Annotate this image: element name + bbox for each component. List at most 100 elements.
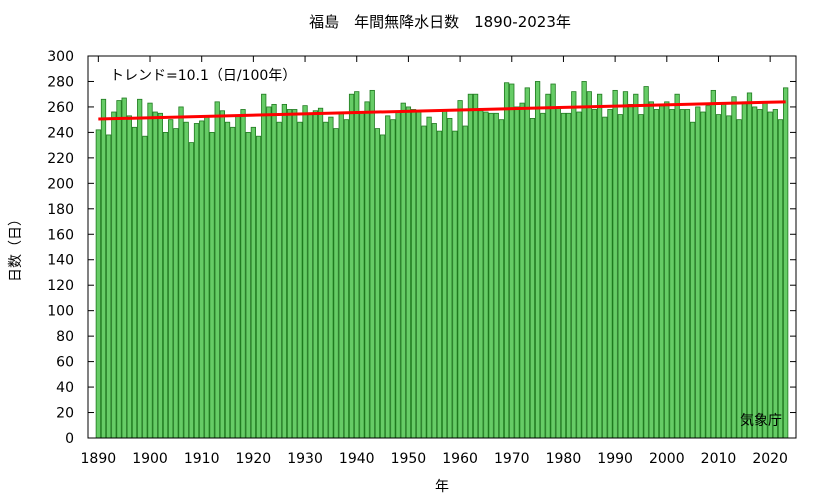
trend-line	[98, 100, 786, 121]
bar	[261, 93, 267, 439]
plot-frame	[87, 55, 797, 439]
bar	[286, 109, 293, 439]
bar	[410, 109, 417, 439]
y-tick-label: 160	[47, 227, 74, 243]
bar	[369, 89, 375, 439]
y-tick-label: 0	[65, 431, 74, 447]
bar	[178, 106, 184, 439]
bar	[715, 114, 722, 439]
bar	[302, 105, 308, 439]
bar	[752, 106, 758, 439]
bar	[214, 101, 220, 439]
bar	[586, 91, 592, 439]
bar	[596, 93, 603, 439]
bar	[478, 110, 484, 439]
bar	[736, 119, 742, 439]
bar	[276, 121, 282, 439]
y-tick-group: 0 20 40 60 80 100 120 140 160 180 200 220 240 260 280 3…	[47, 49, 796, 447]
x-tick-label: 2000	[649, 451, 685, 467]
bar	[591, 109, 598, 439]
bar	[612, 89, 618, 439]
bar	[503, 82, 510, 439]
bar	[726, 115, 732, 439]
bar	[550, 83, 556, 439]
x-axis-label: 年	[435, 479, 449, 495]
bar	[116, 100, 122, 439]
bar	[633, 93, 639, 439]
bar	[447, 117, 453, 439]
bar	[659, 103, 665, 439]
bar	[467, 93, 474, 439]
y-tick-label: 240	[47, 125, 74, 141]
bar	[628, 103, 634, 439]
bar	[245, 131, 251, 439]
x-tick-group: 1890 1900 1910 1920 1930 1940 1950 1960 1970 1980…	[81, 56, 788, 467]
bar	[168, 119, 174, 439]
y-tick-label: 80	[56, 329, 74, 345]
bar	[338, 111, 344, 439]
bar	[679, 109, 685, 439]
bar	[560, 112, 567, 439]
bar	[106, 134, 112, 439]
bar	[240, 109, 246, 439]
bar	[183, 121, 189, 439]
trend-label: トレンド=10.1（日/100年）	[110, 68, 296, 84]
bar	[777, 119, 784, 439]
bar	[643, 86, 649, 439]
bar	[354, 91, 360, 439]
bar	[762, 101, 768, 439]
bar	[395, 111, 401, 439]
bar	[540, 112, 546, 439]
bar	[452, 130, 458, 439]
bar	[741, 101, 747, 439]
bar	[193, 123, 200, 439]
bar	[379, 134, 386, 439]
x-tick-label: 1890	[81, 451, 117, 467]
x-tick-label: 1970	[494, 451, 530, 467]
y-tick-label: 220	[47, 151, 74, 167]
bar	[323, 121, 329, 439]
bar	[188, 142, 194, 439]
bar	[199, 120, 205, 439]
bar	[271, 103, 277, 439]
bar	[343, 119, 350, 439]
bar	[421, 125, 427, 439]
bar	[783, 87, 789, 439]
bar	[607, 109, 613, 439]
chart-title: 福島 年間無降水日数 1890-2023年	[309, 13, 571, 31]
x-tick-label: 1940	[339, 451, 375, 467]
bar	[152, 111, 158, 439]
bar	[472, 93, 479, 439]
bar	[441, 109, 448, 439]
bar	[524, 87, 530, 439]
bar	[235, 115, 241, 439]
y-tick-label: 20	[56, 406, 74, 422]
bar	[436, 130, 443, 439]
bar	[555, 106, 561, 439]
bar	[111, 111, 117, 439]
y-tick-label: 280	[47, 74, 74, 90]
bar	[426, 116, 432, 439]
bar	[509, 83, 515, 439]
bar	[348, 93, 355, 439]
bar	[529, 117, 536, 439]
bar	[669, 109, 675, 439]
bar	[147, 102, 153, 439]
bar	[746, 92, 753, 439]
bar	[488, 112, 494, 439]
bar	[674, 93, 680, 439]
bar	[534, 81, 541, 439]
bar-series	[95, 81, 789, 439]
bar	[204, 116, 210, 439]
bar	[364, 101, 370, 439]
y-tick-label: 140	[47, 253, 74, 269]
bar	[390, 119, 396, 439]
bar	[255, 135, 262, 439]
bar	[416, 110, 422, 439]
bar	[581, 81, 587, 439]
bar	[374, 128, 381, 439]
bar	[690, 121, 696, 439]
bar	[209, 131, 215, 439]
bar	[767, 111, 773, 439]
bar	[576, 111, 582, 439]
